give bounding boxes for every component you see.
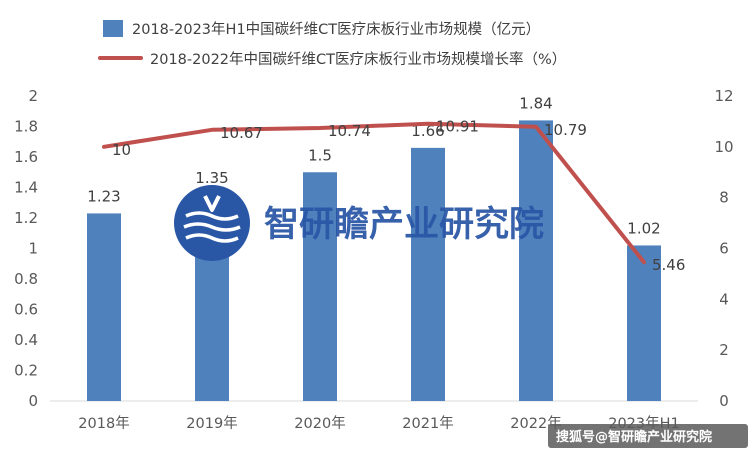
- legend-item-line: 2018-2022年中国碳纤维CT医疗床板行业市场规模增长率（%）: [98, 50, 566, 68]
- bar-series: 1.23 1.35 1.5 1.66 1.84 1.02: [87, 94, 661, 402]
- legend-item-bar: 2018-2023年H1中国碳纤维CT医疗床板行业市场规模（亿元）: [103, 20, 540, 38]
- y-right-tick-label: 4: [719, 290, 729, 308]
- bar: [519, 120, 553, 402]
- y-right-tick-label: 8: [719, 189, 729, 207]
- bar-value-label: 1.35: [195, 169, 228, 187]
- y-left-tick-label: 0: [28, 392, 38, 410]
- line-value-label: 10.79: [544, 121, 587, 139]
- y-right-tick-label: 0: [719, 392, 729, 410]
- y-left-tick-label: 2: [28, 87, 38, 105]
- x-tick-label: 2018年: [78, 415, 129, 432]
- legend: 2018-2023年H1中国碳纤维CT医疗床板行业市场规模（亿元） 2018-2…: [98, 20, 566, 68]
- y-right-tick-label: 2: [719, 341, 729, 359]
- y-left-tick-label: 1.4: [14, 179, 38, 197]
- source-text: 搜狐号@智研瞻产业研究院: [556, 429, 712, 445]
- bar: [411, 147, 445, 401]
- bar-value-label: 1.84: [519, 94, 552, 112]
- bar-value-label: 1.66: [411, 122, 444, 140]
- y-left-tick-label: 1.2: [14, 209, 38, 227]
- y-right-tick-label: 10: [714, 138, 733, 156]
- y-left-tick-label: 0.6: [14, 301, 38, 319]
- watermark-logo-icon: [174, 185, 250, 261]
- line-value-label: 5.46: [652, 256, 685, 274]
- y-left-tick-label: 1.6: [14, 148, 38, 166]
- line-value-label: 10: [112, 141, 131, 159]
- bar: [303, 172, 337, 401]
- y-right-tick-label: 12: [714, 87, 733, 105]
- legend-label-line: 2018-2022年中国碳纤维CT医疗床板行业市场规模增长率（%）: [150, 50, 566, 68]
- y-left-tick-label: 1.8: [14, 118, 38, 136]
- source-badge: 搜狐号@智研瞻产业研究院: [548, 424, 748, 448]
- y-axis-right: 0 2 4 6 8 10 12: [714, 87, 733, 410]
- bar: [627, 245, 661, 401]
- line-value-label: 10.67: [220, 124, 263, 142]
- y-left-tick-label: 0.4: [14, 331, 38, 349]
- bar-value-label: 1.23: [87, 187, 120, 205]
- x-tick-label: 2021年: [402, 415, 453, 432]
- line-series: 10 10.67 10.74 10.91 10.79 5.46: [102, 118, 685, 274]
- watermark-text: 智研瞻产业研究院: [264, 205, 544, 245]
- y-left-tick-label: 1: [28, 240, 38, 258]
- legend-label-bar: 2018-2023年H1中国碳纤维CT医疗床板行业市场规模（亿元）: [132, 20, 540, 38]
- growth-rate-line: [102, 121, 646, 265]
- x-tick-label: 2020年: [294, 415, 345, 432]
- y-axis-left: 0 0.2 0.4 0.6 0.8 1 1.2 1.4 1.6 1.8 2: [14, 87, 38, 410]
- bar-value-label: 1.5: [308, 146, 332, 164]
- y-right-tick-label: 6: [719, 240, 729, 258]
- x-tick-label: 2019年: [186, 415, 237, 432]
- legend-swatch-bar: [103, 20, 123, 37]
- watermark: 智研瞻产业研究院: [174, 185, 544, 261]
- line-value-label: 10.74: [328, 122, 371, 140]
- y-left-tick-label: 0.2: [14, 362, 38, 380]
- y-left-tick-label: 0.8: [14, 270, 38, 288]
- bar-value-label: 1.02: [627, 219, 660, 237]
- bar: [87, 213, 121, 401]
- line-value-label: 10.91: [436, 118, 479, 136]
